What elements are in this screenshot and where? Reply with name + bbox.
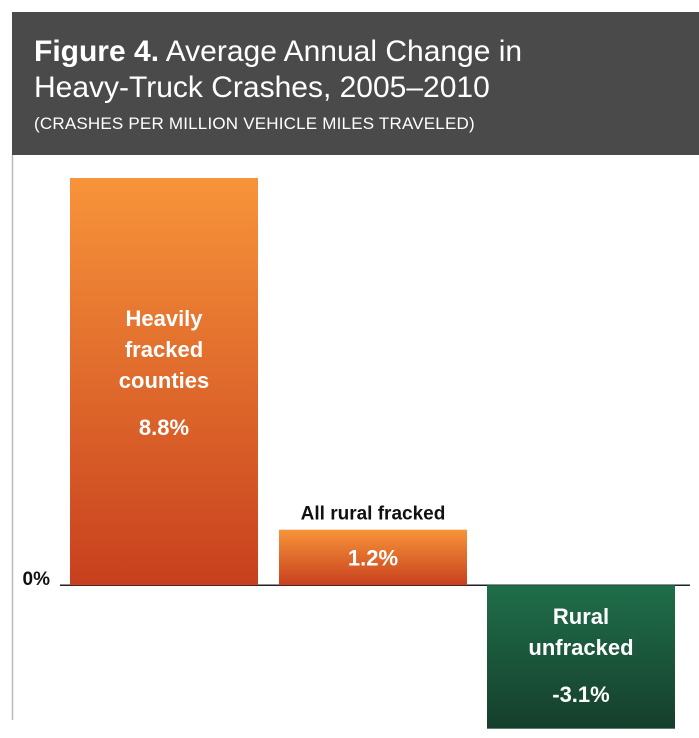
category-label: Rural unfracked xyxy=(528,604,633,660)
figure-label: Figure 4. xyxy=(34,35,160,68)
bar xyxy=(70,178,258,586)
value-label: 8.8% xyxy=(139,415,189,440)
chart-subtitle: (CRASHES PER MILLION VEHICLE MILES TRAVE… xyxy=(34,114,475,133)
value-label: -3.1% xyxy=(552,682,609,707)
category-label: All rural fracked xyxy=(301,504,446,525)
bar xyxy=(487,585,675,729)
y-tick-label: 0% xyxy=(23,569,51,590)
category-label: Heavily fracked counties xyxy=(119,306,209,393)
header: Figure 4. Average Annual Change in Heavy… xyxy=(12,12,699,155)
title-text: Average Annual Change in Heavy-Truck Cra… xyxy=(34,35,523,104)
chart-title: Figure 4. Average Annual Change in Heavy… xyxy=(34,34,574,106)
value-label: 1.2% xyxy=(348,545,398,570)
bar xyxy=(279,529,467,586)
